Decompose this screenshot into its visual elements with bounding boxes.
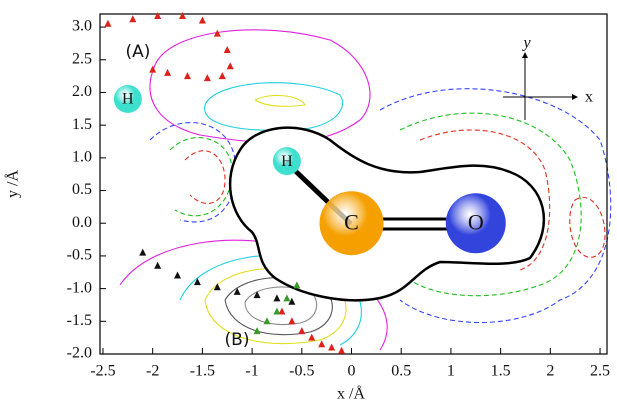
- atom-label: O: [468, 209, 484, 234]
- marker: [164, 69, 171, 76]
- marker: [328, 343, 335, 350]
- y-tick-label: 1.0: [72, 149, 92, 166]
- chart: y x (A) (B) x /Å y /Å -2.5 -2 -1.5 -1 -0.5 0 0…: [0, 0, 617, 406]
- y-tick-label: 2.0: [72, 83, 92, 100]
- contour: [255, 95, 305, 106]
- arrow-head: [522, 52, 528, 58]
- marker: [227, 62, 234, 69]
- arrow-head: [572, 94, 578, 100]
- inset-axes: [503, 52, 578, 120]
- marker: [283, 294, 290, 301]
- marker: [199, 17, 206, 24]
- marker: [318, 340, 325, 347]
- marker: [194, 278, 201, 285]
- contour: [185, 151, 225, 204]
- marker: [174, 272, 181, 279]
- atom-label: H: [281, 153, 293, 170]
- x-tick-label: 1: [447, 363, 455, 380]
- inset-x-label: x: [585, 89, 593, 106]
- x-tick-label: 2: [546, 363, 554, 380]
- contour: [150, 30, 370, 143]
- y-tick-label: 1.5: [72, 116, 92, 133]
- x-tick-label: -1.5: [190, 363, 215, 380]
- marker: [204, 74, 211, 81]
- marker: [308, 334, 315, 341]
- x-tick-label: -0.5: [289, 363, 314, 380]
- atom-label: H: [122, 91, 134, 108]
- y-tick-label: -0.5: [67, 247, 92, 264]
- marker: [139, 249, 146, 256]
- marker: [104, 20, 111, 27]
- contour: [170, 138, 232, 216]
- marker: [179, 12, 186, 19]
- y-tick-label: -2.0: [67, 345, 92, 362]
- marker: [298, 327, 305, 334]
- y-axis-label: y /Å: [4, 170, 22, 198]
- contour: [150, 123, 236, 222]
- y-tick-label: 0.0: [72, 214, 92, 231]
- inset-y-label: y: [521, 35, 531, 52]
- y-tick-label: -1.0: [67, 279, 92, 296]
- y-tick-label: 3.0: [72, 18, 92, 35]
- marker: [288, 317, 295, 324]
- marker: [129, 15, 136, 22]
- x-tick-label: -1: [245, 363, 258, 380]
- annotation: (A): [126, 42, 151, 62]
- marker: [254, 291, 261, 298]
- x-tick-label: -2.5: [90, 363, 115, 380]
- marker: [264, 317, 271, 324]
- x-tick-label: 1.5: [491, 363, 511, 380]
- x-tick-label: 0: [348, 363, 356, 380]
- marker: [154, 12, 161, 19]
- marker: [149, 66, 156, 73]
- contour: [205, 83, 343, 131]
- atom-label: C: [344, 209, 359, 234]
- marker: [154, 262, 161, 269]
- marker: [219, 72, 226, 79]
- x-tick-label: 2.5: [590, 363, 610, 380]
- x-axis-label: x /Å: [337, 385, 365, 403]
- y-tick-label: 2.5: [72, 50, 92, 67]
- y-tick-label: -1.5: [67, 312, 92, 329]
- marker: [184, 72, 191, 79]
- annotation: (B): [225, 330, 250, 350]
- contour: [570, 197, 605, 257]
- x-tick-label: 0.5: [391, 363, 411, 380]
- marker: [273, 308, 280, 315]
- x-tick-label: -2: [146, 363, 159, 380]
- marker: [224, 46, 231, 53]
- y-tick-label: 0.5: [72, 181, 92, 198]
- marker: [338, 347, 345, 354]
- marker: [273, 294, 280, 301]
